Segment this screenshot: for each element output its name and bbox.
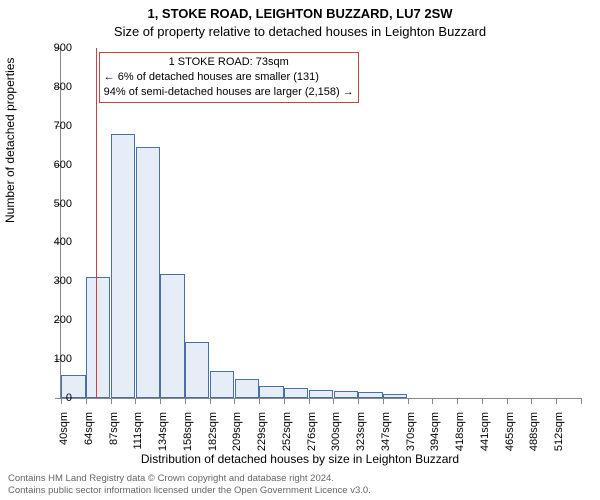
x-tick	[358, 398, 359, 404]
x-tick	[408, 398, 409, 404]
x-tick-label: 40sqm	[58, 412, 70, 462]
x-tick-label: 182sqm	[207, 412, 219, 462]
annotation-line2: ← 6% of detached houses are smaller (131…	[104, 70, 354, 85]
y-tick-label: 900	[32, 42, 72, 54]
annotation-line1: 1 STOKE ROAD: 73sqm	[104, 55, 354, 70]
histogram-bar	[185, 342, 209, 398]
histogram-bar	[136, 147, 160, 398]
x-tick-label: 229sqm	[256, 412, 268, 462]
x-tick	[457, 398, 458, 404]
x-tick-label: 111sqm	[132, 412, 144, 462]
y-tick-label: 200	[32, 314, 72, 326]
x-tick-label: 300sqm	[330, 412, 342, 462]
x-tick-label: 323sqm	[355, 412, 367, 462]
x-tick	[556, 398, 557, 404]
x-tick-label: 512sqm	[553, 412, 565, 462]
y-tick-label: 0	[32, 392, 72, 404]
y-tick-label: 400	[32, 236, 72, 248]
histogram-bar	[259, 386, 283, 398]
y-tick-label: 100	[32, 353, 72, 365]
histogram-bar	[86, 277, 110, 398]
y-axis-label: Number of detached properties	[3, 58, 17, 223]
histogram-bar	[334, 391, 358, 398]
x-tick-label: 252sqm	[281, 412, 293, 462]
x-tick	[160, 398, 161, 404]
y-tick-label: 800	[32, 81, 72, 93]
x-tick	[581, 398, 582, 404]
histogram-bar	[235, 379, 259, 398]
histogram-bar	[160, 274, 184, 398]
x-tick-label: 209sqm	[231, 412, 243, 462]
x-tick	[210, 398, 211, 404]
histogram-bar	[358, 392, 382, 398]
chart-container: 1, STOKE ROAD, LEIGHTON BUZZARD, LU7 2SW…	[0, 0, 600, 500]
x-tick-label: 370sqm	[405, 412, 417, 462]
x-tick-label: 347sqm	[380, 412, 392, 462]
x-tick-label: 394sqm	[429, 412, 441, 462]
y-tick-label: 700	[32, 120, 72, 132]
x-tick-label: 158sqm	[182, 412, 194, 462]
x-tick	[259, 398, 260, 404]
histogram-bar	[309, 390, 333, 398]
annotation-line3: 94% of semi-detached houses are larger (…	[104, 85, 354, 100]
x-tick	[111, 398, 112, 404]
footer-attribution: Contains HM Land Registry data © Crown c…	[8, 473, 371, 496]
x-tick	[86, 398, 87, 404]
x-tick-label: 418sqm	[454, 412, 466, 462]
x-tick	[185, 398, 186, 404]
x-tick	[482, 398, 483, 404]
histogram-bar	[284, 388, 308, 398]
x-tick-label: 488sqm	[528, 412, 540, 462]
x-tick	[135, 398, 136, 404]
x-tick-label: 465sqm	[504, 412, 516, 462]
x-tick	[383, 398, 384, 404]
chart-title-line2: Size of property relative to detached ho…	[0, 24, 600, 39]
x-tick-label: 87sqm	[108, 412, 120, 462]
x-tick	[531, 398, 532, 404]
x-tick-label: 276sqm	[306, 412, 318, 462]
x-tick	[507, 398, 508, 404]
y-tick-label: 500	[32, 198, 72, 210]
highlight-line	[96, 48, 97, 398]
x-tick-label: 64sqm	[83, 412, 95, 462]
x-tick	[284, 398, 285, 404]
histogram-bar	[383, 394, 407, 398]
x-tick	[309, 398, 310, 404]
histogram-bar	[111, 134, 135, 398]
annotation-box: 1 STOKE ROAD: 73sqm← 6% of detached hous…	[99, 52, 359, 103]
footer-line2: Contains public sector information licen…	[8, 485, 371, 496]
x-tick	[333, 398, 334, 404]
histogram-bar	[210, 371, 234, 398]
footer-line1: Contains HM Land Registry data © Crown c…	[8, 473, 371, 484]
y-tick-label: 300	[32, 275, 72, 287]
x-tick	[234, 398, 235, 404]
chart-title-line1: 1, STOKE ROAD, LEIGHTON BUZZARD, LU7 2SW	[0, 6, 600, 21]
x-tick-label: 134sqm	[157, 412, 169, 462]
x-tick-label: 441sqm	[479, 412, 491, 462]
y-tick-label: 600	[32, 159, 72, 171]
x-tick	[432, 398, 433, 404]
